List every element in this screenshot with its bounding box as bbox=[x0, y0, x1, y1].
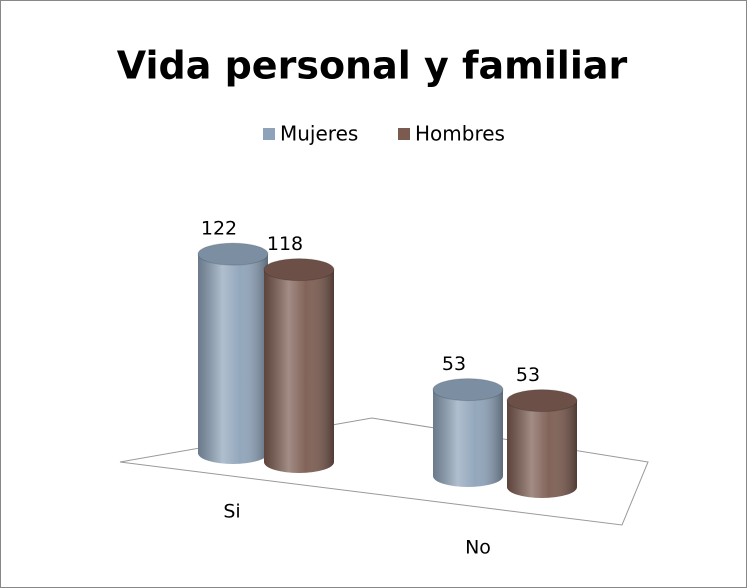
data-label: 122 bbox=[201, 218, 237, 240]
data-label: 53 bbox=[442, 353, 466, 375]
legend-label: Hombres bbox=[415, 122, 505, 146]
chart-title: Vida personal y familiar bbox=[117, 44, 628, 88]
cylinder-top bbox=[263, 258, 335, 282]
cylinder-shade bbox=[264, 269, 334, 473]
cylinder-shade bbox=[433, 389, 503, 487]
data-label: 118 bbox=[267, 233, 303, 255]
cylinder-shade bbox=[507, 400, 577, 498]
cylinder-top bbox=[506, 389, 578, 413]
x-tick-label: Si bbox=[223, 501, 240, 523]
cylinder-shade bbox=[198, 254, 268, 464]
legend-swatch bbox=[398, 128, 410, 140]
x-tick-label: No bbox=[465, 537, 491, 559]
cylinder-top-shade bbox=[264, 258, 334, 281]
cylinder-top-shade bbox=[198, 243, 268, 266]
data-label: 53 bbox=[516, 364, 540, 386]
cylinder-top bbox=[197, 242, 269, 266]
cylinder-top bbox=[432, 378, 504, 402]
cylinder-top-shade bbox=[433, 378, 503, 401]
legend-swatch bbox=[263, 128, 275, 140]
cylinder-top-shade bbox=[507, 389, 577, 412]
legend-label: Mujeres bbox=[280, 122, 358, 146]
